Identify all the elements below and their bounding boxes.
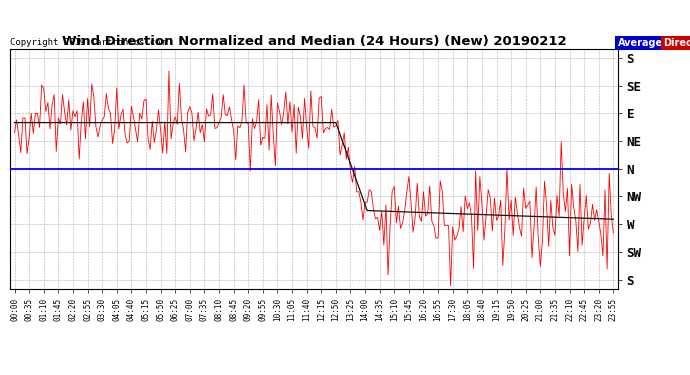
Text: Copyright 2019 Cartronics.com: Copyright 2019 Cartronics.com [10, 38, 166, 47]
Text: Direction: Direction [663, 38, 690, 48]
Title: Wind Direction Normalized and Median (24 Hours) (New) 20190212: Wind Direction Normalized and Median (24… [61, 34, 566, 48]
Text: Average: Average [618, 38, 662, 48]
